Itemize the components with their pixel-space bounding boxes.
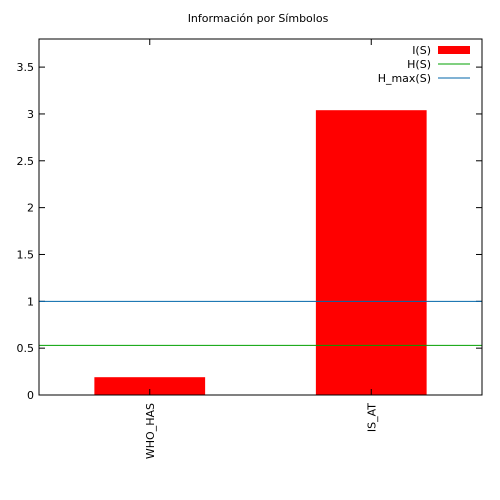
- chart-title: Información por Símbolos: [188, 12, 329, 25]
- legend: I(S)H(S)H_max(S): [378, 44, 470, 85]
- legend-swatch: [438, 46, 470, 54]
- y-tick-label: 2: [27, 202, 34, 215]
- y-tick-label: 2.5: [17, 155, 35, 168]
- legend-label: H(S): [407, 58, 431, 71]
- bar-is-at: [316, 110, 427, 395]
- y-tick-label: 3.5: [17, 61, 35, 74]
- y-tick-label: 1: [27, 295, 34, 308]
- y-tick-label: 1.5: [17, 248, 35, 261]
- legend-label: H_max(S): [378, 72, 431, 85]
- legend-label: I(S): [412, 44, 431, 57]
- x-tick-label: IS_AT: [365, 403, 378, 432]
- x-tick-label: WHO_HAS: [144, 403, 157, 459]
- y-tick-label: 0: [27, 389, 34, 402]
- y-tick-label: 3: [27, 108, 34, 121]
- y-tick-label: 0.5: [17, 342, 35, 355]
- plot-area: 0 0.5 1 1.5 2 2.5 3 3.5 WHO_HAS IS_AT: [17, 39, 483, 459]
